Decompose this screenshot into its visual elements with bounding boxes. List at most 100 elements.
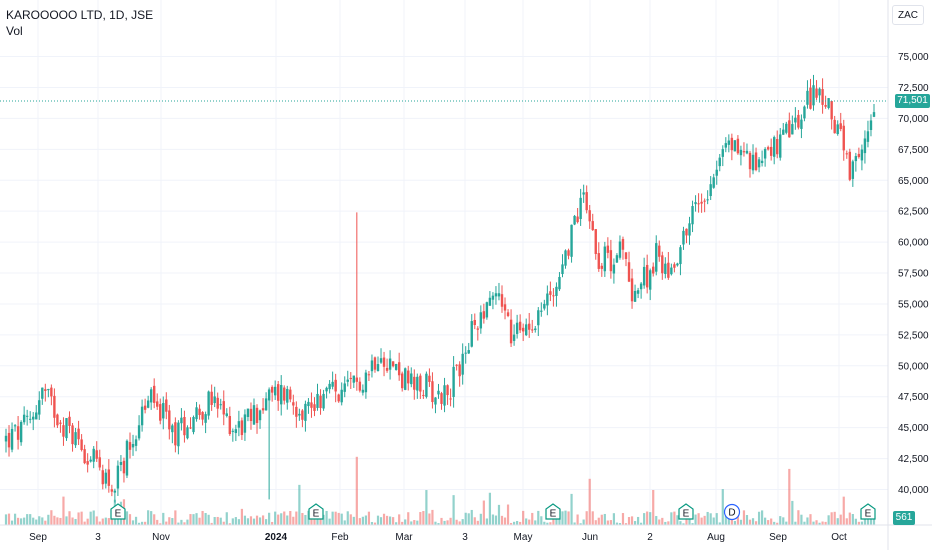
candle-body [655,243,658,272]
candle-body [482,311,486,319]
x-tick-label: Sep [29,532,47,543]
candle-body [80,439,83,450]
candle-body [140,406,144,426]
candle-body [579,197,582,219]
volume-bar [773,521,776,525]
volume-bar [4,514,8,525]
volume-bar [168,517,171,525]
volume-bar [573,522,576,525]
volume-bar [340,513,343,525]
candle-body [543,303,546,309]
volume-bar [404,519,407,525]
volume-bar [552,515,555,525]
candle-body [243,414,247,433]
volume-bar [736,513,740,525]
price-axis[interactable]: 40,000 42,500 45,000 47,500 50,000 52,500 55,0… [898,52,929,496]
candle-body [645,264,649,288]
volume-bar [189,514,192,525]
volume-bar [794,521,797,525]
volume-bar [401,521,404,525]
volume-bar [395,522,398,525]
candle-body [839,123,842,130]
volume-bar [700,517,703,525]
volume-bar [821,521,824,525]
candle-body [812,85,815,106]
candle-body [673,264,676,268]
volume-bar [313,516,316,525]
volume-bar [174,510,177,525]
earnings-marker[interactable]: E [678,503,694,520]
candle-body [307,401,310,407]
volume-bar [676,515,679,525]
volume-bar [851,514,854,525]
volume-bar [754,521,758,525]
candle-body [845,153,848,155]
candle-body [231,430,235,432]
candle-body [576,216,579,223]
volume-bar [298,484,301,525]
volume-bar [74,518,77,525]
candle-body [751,154,755,171]
candle-body [301,410,304,420]
currency-button[interactable]: ZAC [892,5,924,25]
volume-bar [860,521,864,525]
volume-bar [579,523,582,525]
volume-bar [809,514,812,525]
candle-body [50,387,53,397]
earnings-marker-label: E [865,509,872,520]
volume-bar [180,519,183,525]
candle-body [585,192,588,211]
volume-bar [679,521,682,525]
volume-bar [98,521,101,525]
volume-bar [531,512,534,525]
earnings-marker[interactable]: E [308,503,324,520]
volume-bar [7,513,11,525]
time-axis[interactable]: Sep 3 Nov 2024 Feb Mar 3 May Jun 2 Aug Sep Oct [29,532,847,543]
volume-bar [92,510,95,525]
volume-bar [473,517,476,525]
earnings-marker[interactable]: E [545,503,561,520]
volume-bar [268,512,271,525]
candle-body [258,410,262,421]
volume-bar [494,515,498,525]
candle-body [528,323,531,330]
volume-bar [32,517,35,525]
volume-bar [264,519,268,525]
candle-body [325,387,328,392]
candle-body [736,138,740,154]
candle-body [189,427,192,429]
volume-bar [376,515,380,525]
volume-bar [712,517,715,525]
earnings-marker[interactable]: E [860,503,876,520]
chart-grid [0,0,888,525]
volume-bar [207,514,210,525]
volume-bar [685,514,688,525]
candle-body [500,294,504,307]
earnings-marker[interactable]: E [110,503,126,520]
volume-bar [137,522,141,525]
volume-bar [872,518,876,525]
candle-body [71,425,74,445]
candle-body [537,310,540,326]
volume-bar [739,519,743,525]
volume-bar [237,519,240,525]
volume-bar [41,517,44,525]
candle-body [600,265,604,269]
candle-body [183,417,186,436]
dividend-marker[interactable]: D [723,503,741,521]
volume-bar [204,513,207,525]
volume-bar [292,516,295,525]
candle-body [824,105,827,107]
candle-body [255,407,259,423]
candle-body [174,422,177,446]
volume-bar [407,512,410,525]
x-tick-label: 2 [647,532,653,543]
candle-body [506,312,510,316]
volume-bar [582,519,585,525]
candle-body [648,270,652,290]
volume-bar [664,521,667,525]
candle-body [89,459,92,462]
candle-body [863,138,867,154]
